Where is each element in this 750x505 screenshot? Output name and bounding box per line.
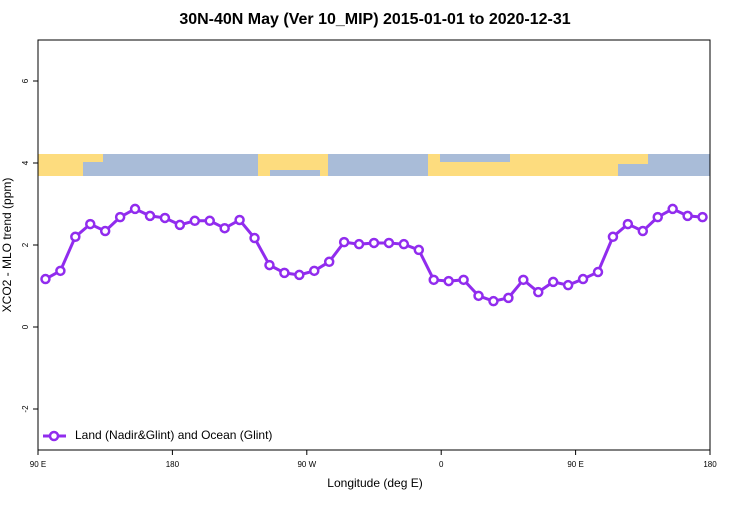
point <box>55 265 66 277</box>
point <box>458 274 469 286</box>
point <box>99 225 111 237</box>
x-tick-label: 90 E <box>30 460 46 469</box>
point <box>204 215 215 227</box>
y-tick-label: -2 <box>21 405 30 413</box>
point <box>219 222 230 234</box>
y-axis-label: XCO2 - MLO trend (ppm) <box>0 178 14 313</box>
legend-label: Land (Nadir&Glint) and Ocean (Glint) <box>75 428 272 442</box>
point <box>309 265 320 277</box>
point <box>473 290 484 302</box>
point <box>667 203 678 215</box>
chart-title: 30N-40N May (Ver 10_MIP) 2015-01-01 to 2… <box>179 11 570 28</box>
y-tick-label: 2 <box>21 242 30 247</box>
point <box>682 210 693 222</box>
point <box>368 237 380 249</box>
point <box>85 218 96 230</box>
x-tick-label: 180 <box>166 460 180 469</box>
x-tick-label: 90 E <box>567 460 583 469</box>
point <box>264 259 275 271</box>
point <box>234 214 245 226</box>
point <box>592 266 604 278</box>
x-axis-label: Longitude (deg E) <box>327 476 422 490</box>
point <box>518 274 529 286</box>
point <box>144 210 156 222</box>
point <box>562 279 574 291</box>
point <box>652 211 663 223</box>
point <box>697 211 708 223</box>
point <box>279 267 290 279</box>
y-tick-label: 6 <box>21 78 30 83</box>
point <box>338 236 350 248</box>
point <box>383 237 395 249</box>
x-tick-label: 0 <box>439 460 444 469</box>
legend-marker <box>48 430 60 442</box>
point <box>323 256 335 268</box>
series-line <box>44 207 703 303</box>
point <box>294 269 305 281</box>
point <box>398 238 410 250</box>
point <box>174 219 186 231</box>
x-tick-label: 180 <box>703 460 717 469</box>
point <box>249 232 260 244</box>
point <box>114 211 126 223</box>
point <box>413 244 425 256</box>
point <box>488 295 499 307</box>
point <box>129 203 141 215</box>
point <box>503 292 514 304</box>
x-tick-label: 90 W <box>297 460 316 469</box>
y-tick-label: 0 <box>21 324 30 329</box>
point <box>353 238 365 250</box>
point <box>577 273 589 285</box>
y-tick-label: 4 <box>21 160 30 165</box>
point <box>40 273 51 285</box>
point <box>70 231 81 243</box>
point <box>428 274 439 286</box>
point <box>547 276 559 288</box>
map-strip <box>38 154 710 176</box>
point <box>159 212 171 224</box>
point <box>622 218 634 230</box>
point <box>637 225 649 237</box>
point <box>443 275 454 287</box>
point <box>607 231 619 243</box>
point <box>189 215 201 227</box>
point <box>533 286 544 298</box>
